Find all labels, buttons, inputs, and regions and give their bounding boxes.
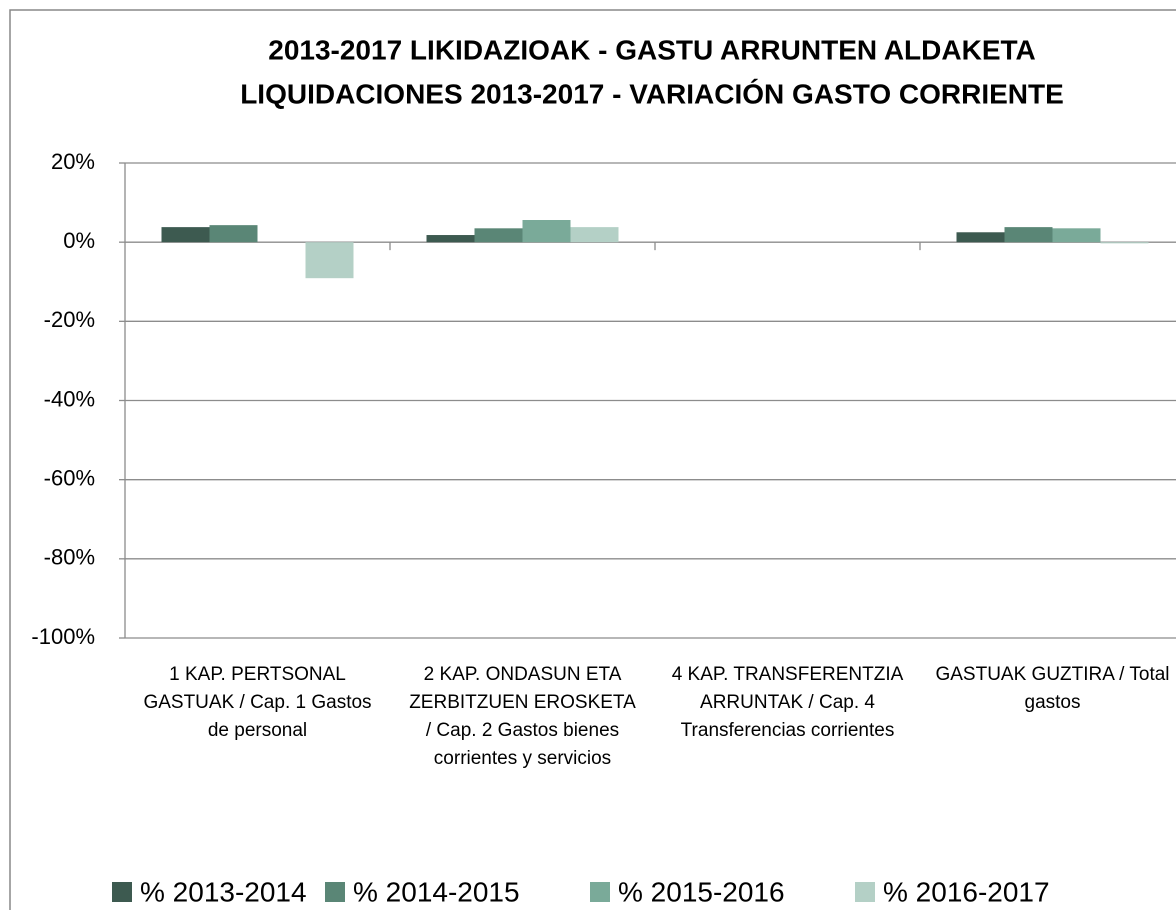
bar [956,232,1005,243]
bar [161,227,210,243]
label-line: / Cap. 2 Gastos bienes [426,720,619,741]
label-line: de personal [208,720,307,741]
y-tick-label: 20% [51,149,95,174]
bar [305,242,354,279]
label-line: ARRUNTAK / Cap. 4 [700,692,875,713]
y-tick-label: -20% [44,307,95,332]
legend-label: % 2016-2017 [883,876,1050,907]
bar [426,235,475,243]
y-tick-label: -80% [44,545,95,570]
legend-swatch [112,882,132,902]
label-line: 4 KAP. TRANSFERENTZIA [672,664,904,685]
legend-label: % 2015-2016 [618,876,785,907]
label-line: GASTUAK / Cap. 1 Gastos [143,692,371,713]
chart-title: 2013-2017 LIKIDAZIOAK - GASTU ARRUNTEN A… [268,34,1035,65]
y-tick-label: 0% [63,228,95,253]
x-tick-label: 4 KAP. TRANSFERENTZIA ARRUNTAK / Cap. 4 Tr… [672,664,904,741]
legend-label: % 2013-2014 [140,876,307,907]
bar [570,227,619,243]
bar [209,225,258,243]
bar [1004,227,1053,243]
label-line: GASTUAK GUZTIRA / Total [935,664,1169,685]
x-tick-label: 2 KAP. ONDASUN ETA ZERBITZUEN EROSKETA / C… [409,664,636,769]
bar [1100,242,1149,244]
bar [1052,228,1101,243]
bar [522,220,571,243]
legend-swatch [855,882,875,902]
label-line: 2 KAP. ONDASUN ETA [424,664,622,685]
label-line: Transferencias corrientes [681,720,895,741]
legend-swatch [590,882,610,902]
chart-title: LIQUIDACIONES 2013-2017 - VARIACIÓN GAST… [240,78,1064,109]
legend-swatch [325,882,345,902]
label-line: gastos [1025,692,1081,713]
label-line: ZERBITZUEN EROSKETA [409,692,636,713]
chart-frame [9,9,1176,910]
y-tick-label: -40% [44,386,95,411]
y-tick-label: -100% [31,624,95,649]
label-line: 1 KAP. PERTSONAL [169,664,346,685]
legend-label: % 2014-2015 [353,876,520,907]
label-line: corrientes y servicios [434,748,611,769]
x-tick-label: 1 KAP. PERTSONAL GASTUAK / Cap. 1 Gastos d… [143,664,371,741]
y-tick-label: -60% [44,465,95,490]
bar [474,228,523,243]
x-tick-label: GASTUAK GUZTIRA / Total gastos [935,664,1169,713]
